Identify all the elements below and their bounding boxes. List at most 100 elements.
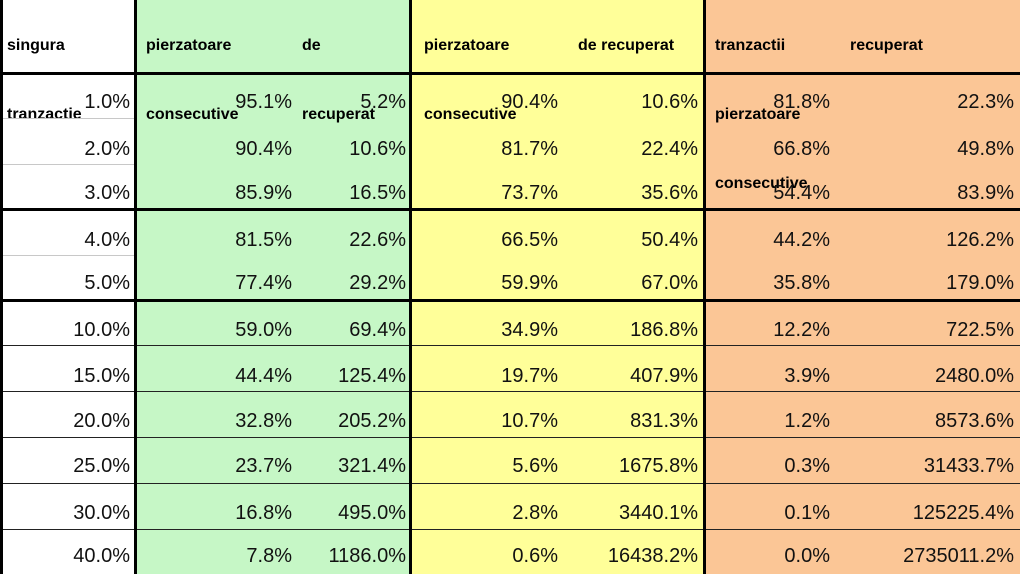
cell-orange-losses: 0.0%	[784, 545, 830, 567]
cell-green-recovery: 10.6%	[349, 138, 406, 160]
cell-green-losses: 85.9%	[235, 182, 292, 204]
cell-orange-losses: 44.2%	[773, 229, 830, 251]
cell-green-recovery: 29.2%	[349, 272, 406, 294]
cell-yellow-losses: 90.4%	[501, 91, 558, 113]
header-green-1-line2: consecutive	[146, 106, 239, 123]
cell-risk: 25.0%	[73, 455, 130, 477]
cell-orange-losses: 66.8%	[773, 138, 830, 160]
row-divider	[0, 345, 1020, 346]
cell-orange-recovery: 125225.4%	[912, 502, 1014, 524]
cell-green-recovery: 321.4%	[338, 455, 406, 477]
cell-risk: 20.0%	[73, 410, 130, 432]
header-orange-1-line1: tranzactii	[715, 37, 786, 54]
column-divider	[703, 0, 706, 574]
cell-yellow-recovery: 407.9%	[630, 365, 698, 387]
header-col0-line1: singura	[7, 37, 65, 54]
cell-orange-recovery: 2480.0%	[935, 365, 1014, 387]
cell-yellow-losses: 81.7%	[501, 138, 558, 160]
cell-orange-losses: 12.2%	[773, 319, 830, 341]
cell-yellow-recovery: 3440.1%	[619, 502, 698, 524]
cell-orange-recovery: 49.8%	[957, 138, 1014, 160]
cell-green-losses: 32.8%	[235, 410, 292, 432]
cell-yellow-losses: 66.5%	[501, 229, 558, 251]
row-divider	[0, 391, 1020, 392]
cell-green-losses: 95.1%	[235, 91, 292, 113]
cell-risk: 1.0%	[84, 91, 130, 113]
cell-yellow-losses: 2.8%	[512, 502, 558, 524]
cell-yellow-losses: 10.7%	[501, 410, 558, 432]
cell-risk: 4.0%	[84, 229, 130, 251]
header-orange-1-line3: consecutive	[715, 175, 808, 192]
cell-yellow-recovery: 22.4%	[641, 138, 698, 160]
cell-orange-recovery: 8573.6%	[935, 410, 1014, 432]
header-green-2-line2: recuperat	[302, 106, 375, 123]
row-divider	[0, 483, 1020, 484]
row-divider	[0, 437, 1020, 438]
cell-risk: 30.0%	[73, 502, 130, 524]
column-risk-band	[0, 0, 135, 574]
header-yellow-2: de recuperat	[578, 0, 674, 103]
cell-green-losses: 16.8%	[235, 502, 292, 524]
yellow-column-group	[411, 0, 705, 574]
header-orange-1: tranzactii pierzatoare consecutive	[715, 0, 807, 241]
cell-risk: 2.0%	[84, 138, 130, 160]
cell-green-recovery: 1186.0%	[328, 545, 406, 567]
row-divider	[0, 299, 1020, 302]
cell-green-losses: 81.5%	[235, 229, 292, 251]
cell-orange-recovery: 722.5%	[946, 319, 1014, 341]
cell-yellow-losses: 34.9%	[501, 319, 558, 341]
cell-green-recovery: 205.2%	[338, 410, 406, 432]
header-yellow-2-line1: de recuperat	[578, 37, 675, 54]
header-green-1: pierzatoare consecutive	[146, 0, 238, 172]
header-divider	[0, 72, 1020, 75]
cell-green-recovery: 22.6%	[349, 229, 406, 251]
cell-risk: 10.0%	[73, 319, 130, 341]
header-green-2-line1: de	[302, 37, 321, 54]
header-orange-1-line2: pierzatoare	[715, 106, 801, 123]
cell-yellow-recovery: 1675.8%	[619, 455, 698, 477]
cell-orange-losses: 3.9%	[784, 365, 830, 387]
cell-yellow-losses: 59.9%	[501, 272, 558, 294]
green-column-group	[135, 0, 411, 574]
cell-yellow-losses: 73.7%	[501, 182, 558, 204]
cell-orange-losses: 81.8%	[773, 91, 830, 113]
cell-orange-losses: 0.3%	[784, 455, 830, 477]
cell-orange-recovery: 31433.7%	[923, 455, 1014, 477]
row-divider	[0, 529, 1020, 530]
row-divider	[0, 164, 135, 165]
cell-yellow-recovery: 67.0%	[641, 272, 698, 294]
cell-risk: 5.0%	[84, 272, 130, 294]
row-divider	[0, 118, 135, 119]
cell-green-recovery: 69.4%	[349, 319, 406, 341]
cell-yellow-losses: 19.7%	[501, 365, 558, 387]
cell-green-losses: 77.4%	[235, 272, 292, 294]
cell-orange-losses: 54.4%	[773, 182, 830, 204]
header-green-2: de recuperat	[302, 0, 375, 172]
cell-orange-recovery: 126.2%	[946, 229, 1014, 251]
cell-risk: 3.0%	[84, 182, 130, 204]
cell-yellow-losses: 0.6%	[512, 545, 558, 567]
cell-green-losses: 90.4%	[235, 138, 292, 160]
cell-orange-losses: 0.1%	[784, 502, 830, 524]
cell-yellow-recovery: 186.8%	[630, 319, 698, 341]
cell-green-recovery: 16.5%	[349, 182, 406, 204]
row-divider	[0, 208, 1020, 211]
column-divider	[409, 0, 412, 574]
cell-green-losses: 59.0%	[235, 319, 292, 341]
cell-orange-losses: 35.8%	[773, 272, 830, 294]
cell-green-losses: 7.8%	[246, 545, 292, 567]
cell-green-recovery: 125.4%	[338, 365, 406, 387]
cell-green-recovery: 5.2%	[360, 91, 406, 113]
cell-orange-recovery: 22.3%	[957, 91, 1014, 113]
cell-yellow-recovery: 10.6%	[641, 91, 698, 113]
header-yellow-1-line1: pierzatoare	[424, 37, 510, 54]
cell-yellow-recovery: 35.6%	[641, 182, 698, 204]
cell-orange-recovery: 2735011.2%	[903, 545, 1014, 567]
column-divider	[0, 0, 3, 574]
cell-risk: 15.0%	[73, 365, 130, 387]
header-green-1-line1: pierzatoare	[146, 37, 232, 54]
cell-orange-losses: 1.2%	[784, 410, 830, 432]
column-divider	[134, 0, 137, 574]
cell-yellow-recovery: 831.3%	[630, 410, 698, 432]
